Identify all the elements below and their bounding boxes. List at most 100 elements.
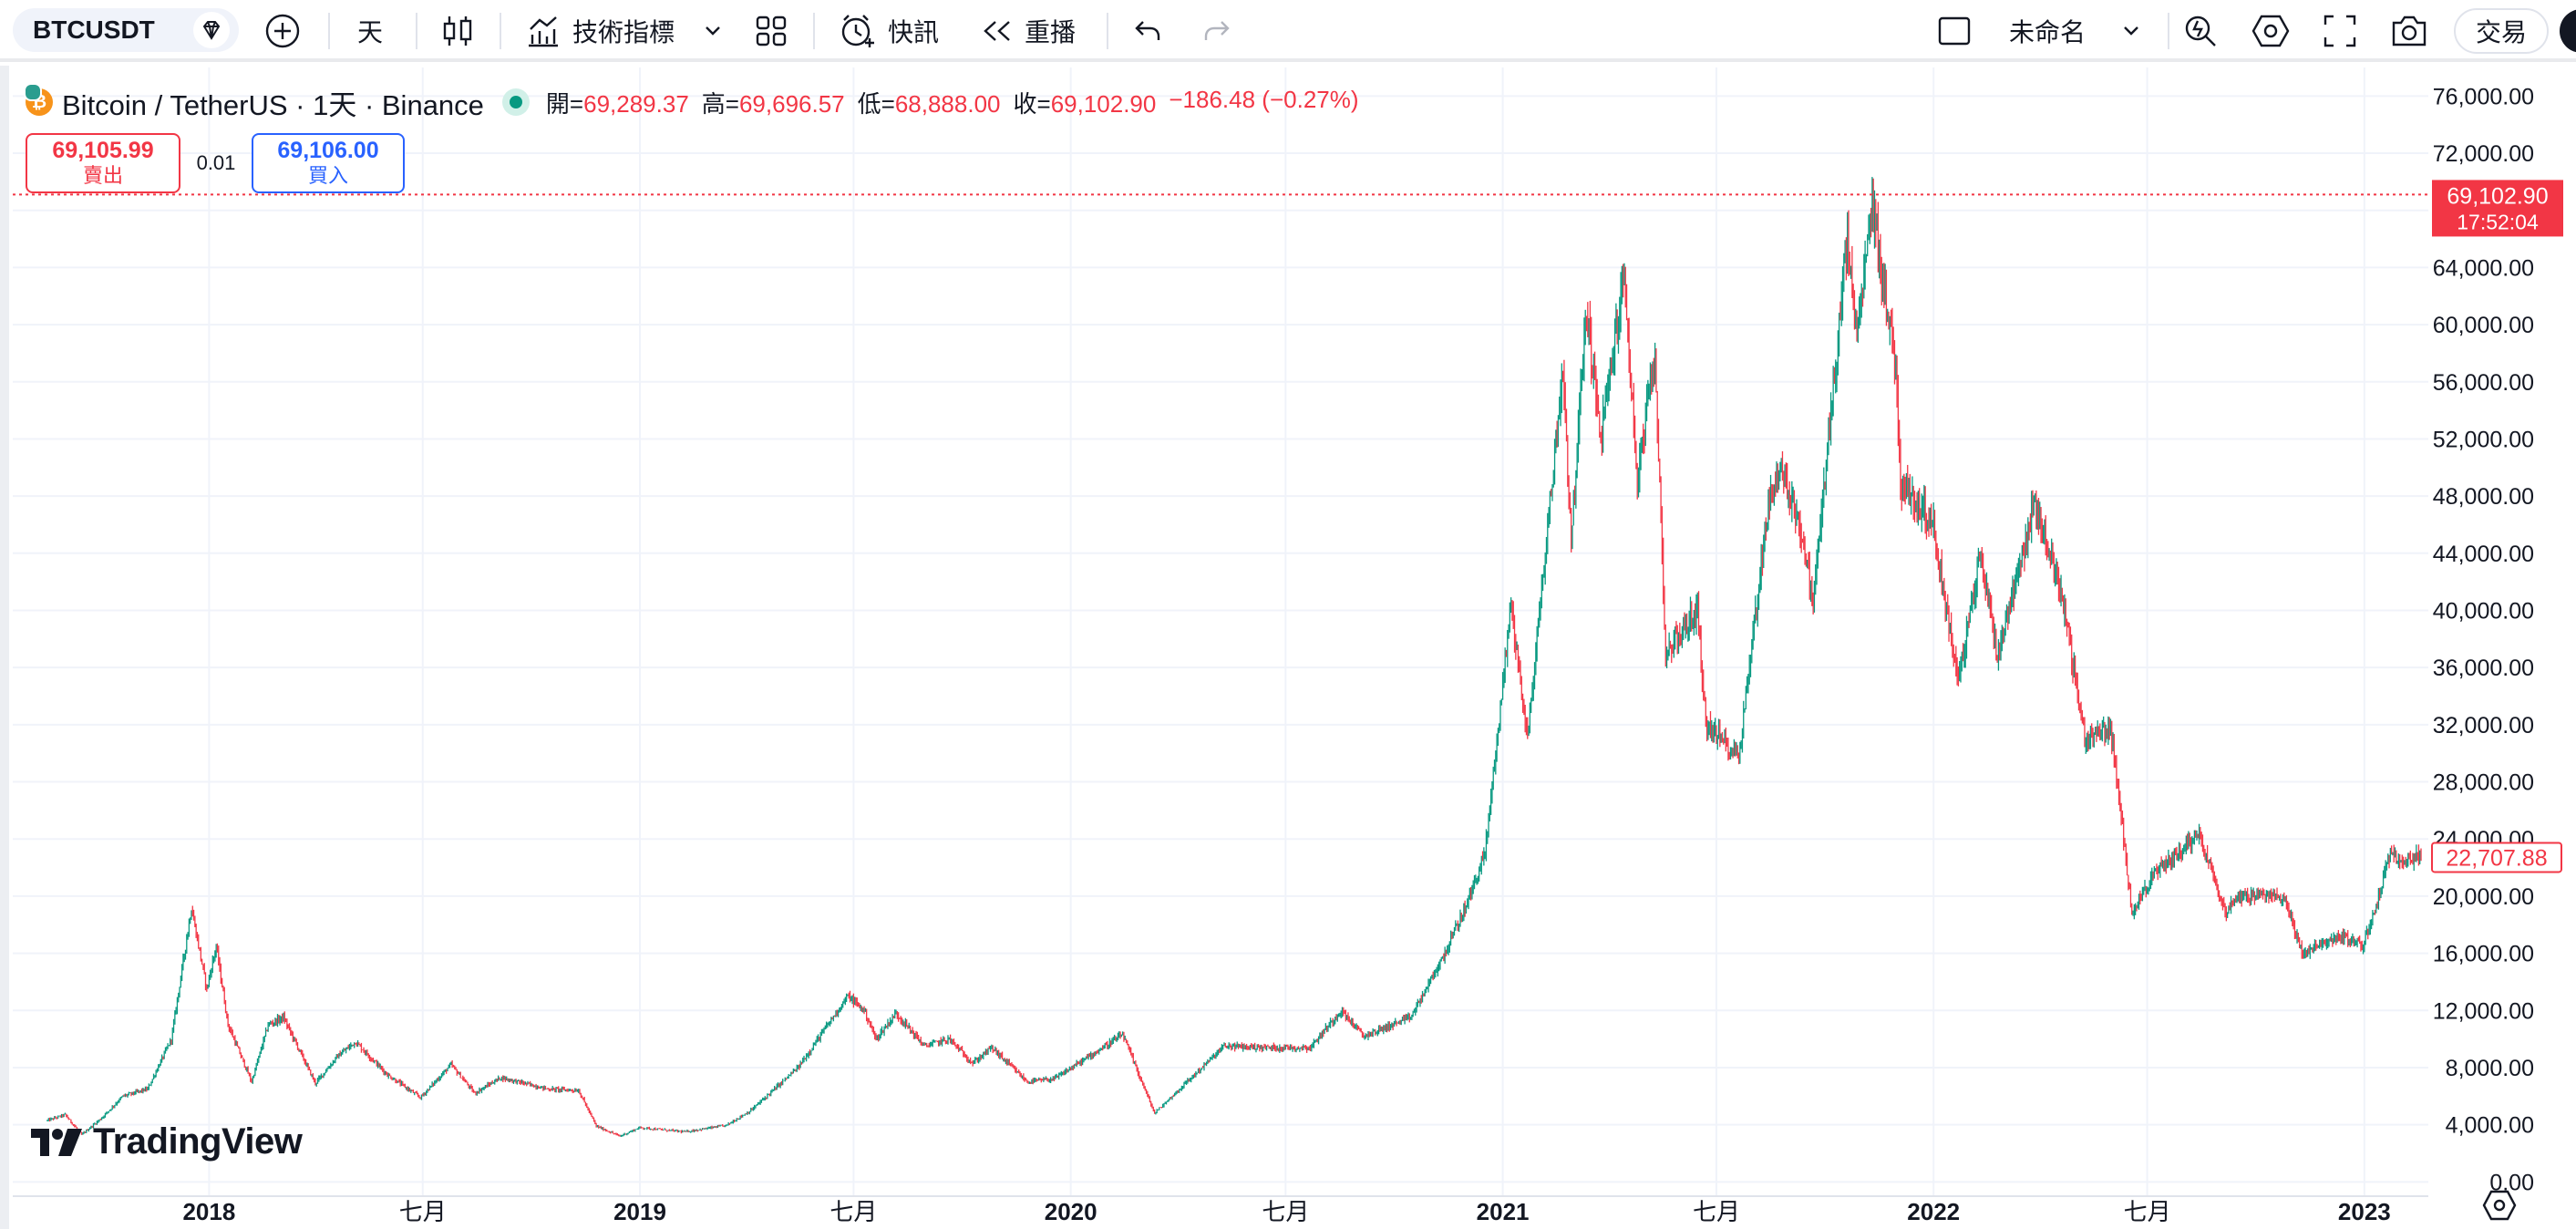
redo-button[interactable] <box>1201 0 1232 62</box>
settings-button[interactable] <box>2251 0 2290 62</box>
legend-title[interactable]: Bitcoin / TetherUS · 1天 · Binance <box>62 88 484 121</box>
replay-icon <box>981 17 1014 45</box>
x-tick-label: 七月 <box>829 1198 877 1225</box>
chevron-down-icon <box>2122 25 2140 37</box>
last-price-value: 22,707.88 <box>2446 845 2547 871</box>
bitcoin-logo-icon: ₿ <box>24 83 53 116</box>
indicators-label: 技術指標 <box>572 18 675 46</box>
y-tick-label: 60,000.00 <box>2433 313 2534 338</box>
y-tick-label: 48,000.00 <box>2433 484 2534 510</box>
top-toolbar: BTCUSDT 天 技術指標 <box>0 0 2576 62</box>
high-label: 高= <box>701 89 739 118</box>
current-price-value: 69,102.90 <box>2447 183 2548 209</box>
grid-lines <box>13 67 2428 1196</box>
y-tick-label: 32,000.00 <box>2433 713 2534 738</box>
y-tick-label: 8,000.00 <box>2446 1056 2534 1081</box>
axis-settings-button[interactable] <box>2481 1189 2518 1226</box>
trade-label: 交易 <box>2475 18 2527 46</box>
interval-button[interactable]: 天 <box>357 0 383 62</box>
time-axis: 2018 七月 2019 七月 2020 七月 2021 七月 2022 七月 2023 <box>13 1195 2428 1225</box>
trade-button[interactable]: 交易 <box>2454 8 2549 54</box>
chevron-down-icon <box>704 25 722 37</box>
x-tick-label: 七月 <box>2124 1198 2171 1225</box>
indicators-button[interactable]: 技術指標 <box>525 0 675 62</box>
x-tick-label: 2020 <box>1045 1198 1097 1225</box>
alarm-clock-icon <box>839 13 877 49</box>
fullscreen-button[interactable] <box>2323 0 2357 62</box>
chart-type-button[interactable] <box>441 0 474 62</box>
camera-icon <box>2390 14 2428 48</box>
current-price-label-bg <box>2432 180 2563 237</box>
tradingview-logo[interactable]: TradingView <box>31 1121 303 1162</box>
replay-button[interactable]: 重播 <box>981 0 1076 62</box>
y-tick-label: 16,000.00 <box>2433 942 2534 967</box>
y-tick-label: 76,000.00 <box>2433 84 2534 109</box>
open-value: 69,289.37 <box>583 89 689 118</box>
layout-button[interactable] <box>1936 0 1973 62</box>
sell-price: 69,105.99 <box>52 138 154 163</box>
close-label: 收= <box>1013 89 1051 118</box>
x-tick-label: 七月 <box>399 1198 447 1225</box>
templates-button[interactable] <box>755 0 788 62</box>
y-tick-label: 28,000.00 <box>2433 770 2534 796</box>
x-tick-label: 七月 <box>1693 1198 1740 1225</box>
y-tick-label: 40,000.00 <box>2433 598 2534 624</box>
y-tick-label: 36,000.00 <box>2433 656 2534 681</box>
y-tick-label: 72,000.00 <box>2433 141 2534 167</box>
indicators-dropdown[interactable] <box>704 0 722 62</box>
x-tick-label: 2022 <box>1907 1198 1960 1225</box>
sell-label: 賣出 <box>82 164 123 187</box>
settings-hex-icon <box>2251 13 2290 49</box>
buy-button[interactable]: 69,106.00 買入 <box>252 133 405 193</box>
snapshot-button[interactable] <box>2390 0 2428 62</box>
buy-price: 69,106.00 <box>277 138 379 163</box>
templates-icon <box>755 15 788 47</box>
x-tick-label: 2019 <box>613 1198 666 1225</box>
last-price-bg <box>2431 842 2562 873</box>
last-candle-price-label: 22,707.88 <box>2431 842 2562 873</box>
alerts-button[interactable]: 快訊 <box>839 0 939 62</box>
undo-icon <box>1132 17 1163 45</box>
ohlc-values: 開=69,289.37 高=69,696.57 低=68,888.00 收=69… <box>546 86 1359 119</box>
layout-name-button[interactable]: 未命名 <box>2009 0 2140 62</box>
add-symbol-button[interactable] <box>264 0 301 62</box>
interval-label: 天 <box>357 18 384 46</box>
tradingview-logo-icon <box>31 1128 82 1156</box>
indicators-icon <box>525 13 562 49</box>
chart-frame-border <box>0 66 9 1229</box>
alerts-label: 快訊 <box>888 18 940 46</box>
replay-label: 重播 <box>1025 18 1077 46</box>
price-axis: 76,000.0072,000.0068,000.0064,000.0060,0… <box>2433 84 2534 1195</box>
candles-icon <box>441 13 474 49</box>
symbol-legend: ₿ Bitcoin / TetherUS · 1天 · Binance 開=69… <box>24 83 1359 121</box>
plus-circle-icon <box>264 13 301 49</box>
countdown-value: 17:52:04 <box>2457 210 2539 233</box>
y-tick-label: 52,000.00 <box>2433 427 2534 452</box>
x-tick-label: 2018 <box>182 1198 235 1225</box>
symbol-label: BTCUSDT <box>33 15 155 44</box>
fullscreen-icon <box>2323 14 2357 48</box>
high-value: 69,696.57 <box>738 89 845 118</box>
low-label: 低= <box>857 89 895 118</box>
sell-button[interactable]: 69,105.99 賣出 <box>26 133 180 193</box>
quick-search-button[interactable] <box>2182 0 2219 62</box>
redo-icon <box>1201 17 1232 45</box>
y-tick-label: 4,000.00 <box>2446 1113 2534 1139</box>
y-tick-label: 20,000.00 <box>2433 884 2534 910</box>
settings-hex-icon <box>2482 1190 2517 1221</box>
search-quick-icon <box>2182 13 2219 49</box>
symbol-search-button[interactable]: BTCUSDT <box>13 8 239 52</box>
market-open-status-icon <box>501 88 530 116</box>
gem-icon[interactable] <box>193 12 230 48</box>
low-value: 68,888.00 <box>894 89 1001 118</box>
close-value: 69,102.90 <box>1050 89 1157 118</box>
undo-button[interactable] <box>1132 0 1163 62</box>
brand-name: TradingView <box>93 1121 303 1162</box>
change-value: −186.48 (−0.27%) <box>1169 85 1359 113</box>
candlestick-series <box>46 177 2422 1137</box>
avatar[interactable] <box>2560 9 2576 53</box>
y-tick-label: 56,000.00 <box>2433 370 2534 396</box>
open-label: 開= <box>545 89 584 118</box>
